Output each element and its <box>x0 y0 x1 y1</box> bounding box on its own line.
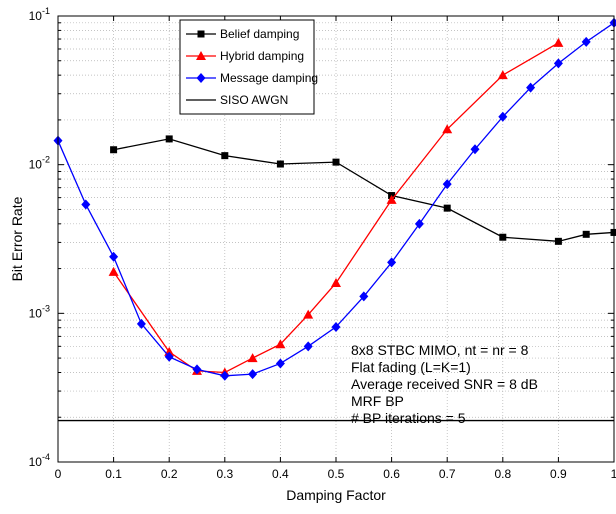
data-point <box>220 370 230 381</box>
data-point <box>303 341 313 352</box>
x-axis-label: Damping Factor <box>286 487 386 503</box>
data-point <box>498 111 508 122</box>
x-tick-label: 0.8 <box>494 467 511 481</box>
data-point <box>108 266 119 276</box>
x-tick-label: 0 <box>55 467 62 481</box>
data-point <box>442 179 452 190</box>
data-point <box>331 321 341 332</box>
data-point <box>275 339 286 349</box>
x-tick-label: 0.4 <box>272 467 289 481</box>
data-point <box>497 70 508 80</box>
annotation-line-5: # BP iterations = 5 <box>351 410 466 426</box>
data-point <box>553 37 564 47</box>
data-point <box>526 82 536 93</box>
legend-item: Message damping <box>186 71 318 85</box>
data-point <box>470 144 480 155</box>
ticks: 0 0.1 0.2 0.3 0.4 0.5 0.6 0.7 0.8 0.9 1 10-4 10-3 10-… <box>29 6 616 481</box>
x-tick-label: 0.3 <box>216 467 233 481</box>
legend-label: Message damping <box>220 71 318 85</box>
y-tick-label: 10-1 <box>29 6 50 23</box>
legend-marker <box>196 73 206 83</box>
legend-label: SISO AWGN <box>220 93 288 107</box>
data-point <box>164 351 174 362</box>
data-point <box>442 124 453 134</box>
y-tick-label: 10-2 <box>29 155 50 172</box>
x-tick-label: 1 <box>611 467 616 481</box>
data-point <box>387 257 397 268</box>
data-point <box>332 158 340 166</box>
data-point <box>275 358 285 369</box>
data-point <box>247 353 258 363</box>
data-point <box>443 204 451 212</box>
legend-label: Hybrid damping <box>220 49 304 63</box>
data-point <box>554 237 562 245</box>
x-tick-label: 0.2 <box>161 467 178 481</box>
series-line <box>113 138 615 242</box>
data-point <box>136 318 146 329</box>
data-point <box>303 309 314 319</box>
y-tick-label: 10-3 <box>29 303 50 320</box>
data-point <box>386 194 397 204</box>
annotation-line-2: Flat fading (L=K=1) <box>351 359 471 375</box>
annotation-block: 8x8 STBC MIMO, nt = nr = 8 Flat fading (… <box>351 342 538 426</box>
data-point <box>192 364 202 375</box>
data-point <box>81 199 91 210</box>
legend: Belief damping Hybrid damping Message damp… <box>179 19 318 115</box>
data-point <box>165 135 173 143</box>
x-tick-label: 0.5 <box>328 467 345 481</box>
data-point <box>276 160 284 168</box>
legend-label: Belief damping <box>220 27 299 41</box>
legend-item: Belief damping <box>186 27 299 41</box>
data-point <box>248 369 258 380</box>
data-point <box>110 146 118 154</box>
plot-frame <box>57 15 615 463</box>
legend-item: SISO AWGN <box>186 93 288 107</box>
x-tick-label: 0.7 <box>439 467 456 481</box>
legend-item: Hybrid damping <box>186 49 304 63</box>
y-tick-label: 10-4 <box>29 452 50 469</box>
axis-labels: Damping Factor Bit Error Rate <box>9 196 386 503</box>
x-tick-label: 0.6 <box>383 467 400 481</box>
data-point <box>414 218 424 229</box>
x-tick-label: 0.1 <box>105 467 122 481</box>
data-point <box>499 233 507 241</box>
annotation-line-1: 8x8 STBC MIMO, nt = nr = 8 <box>351 342 529 358</box>
annotation-line-3: Average received SNR = 8 dB <box>351 376 538 392</box>
y-axis-label: Bit Error Rate <box>9 196 25 281</box>
legend-marker <box>197 30 205 38</box>
data-point <box>553 58 563 69</box>
series <box>53 17 616 422</box>
series-0 <box>110 135 616 245</box>
x-tick-label: 0.9 <box>550 467 567 481</box>
data-point <box>109 251 119 262</box>
data-point <box>221 152 229 160</box>
data-point <box>610 228 616 236</box>
data-point <box>582 230 590 238</box>
legend-marker <box>196 51 206 60</box>
series-2 <box>53 17 616 381</box>
data-point <box>359 291 369 302</box>
data-point <box>581 36 591 47</box>
annotation-line-4: MRF BP <box>351 393 404 409</box>
data-point <box>609 17 616 28</box>
data-point <box>331 277 341 287</box>
